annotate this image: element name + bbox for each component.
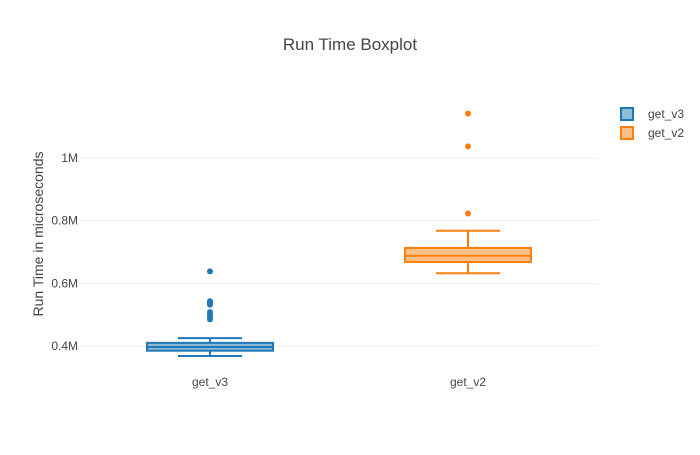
box-traces [146,110,532,358]
box-trace-get_v3[interactable] [146,268,274,358]
y-tick-label: 1M [61,151,78,165]
outlier-point[interactable] [465,110,471,117]
legend-swatch [620,107,634,121]
x-axis-ticks: get_v3 get_v2 [192,375,486,389]
y-tick-label: 0.8M [51,214,78,228]
y-axis-title: Run Time in microseconds [30,152,46,317]
box-trace-get_v2[interactable] [404,110,532,275]
chart-title: Run Time Boxplot [283,35,417,54]
x-tick-label: get_v2 [450,375,486,389]
x-tick-label: get_v3 [192,375,228,389]
outlier-point[interactable] [465,143,471,150]
outlier-point[interactable] [465,210,471,217]
outlier-point[interactable] [207,268,213,275]
y-tick-label: 0.6M [51,276,78,290]
legend-item-get_v3[interactable]: get_v3 [620,107,684,121]
legend-label: get_v2 [648,126,684,140]
legend[interactable]: get_v3 get_v2 [620,107,684,140]
legend-item-get_v2[interactable]: get_v2 [620,126,684,140]
legend-swatch [620,126,634,140]
y-tick-label: 0.4M [51,339,78,353]
legend-label: get_v3 [648,107,684,121]
outlier-point[interactable] [207,298,213,305]
y-axis-ticks: 0.4M 0.6M 0.8M 1M [51,151,78,353]
gridlines [80,157,598,347]
outlier-point[interactable] [207,309,213,316]
